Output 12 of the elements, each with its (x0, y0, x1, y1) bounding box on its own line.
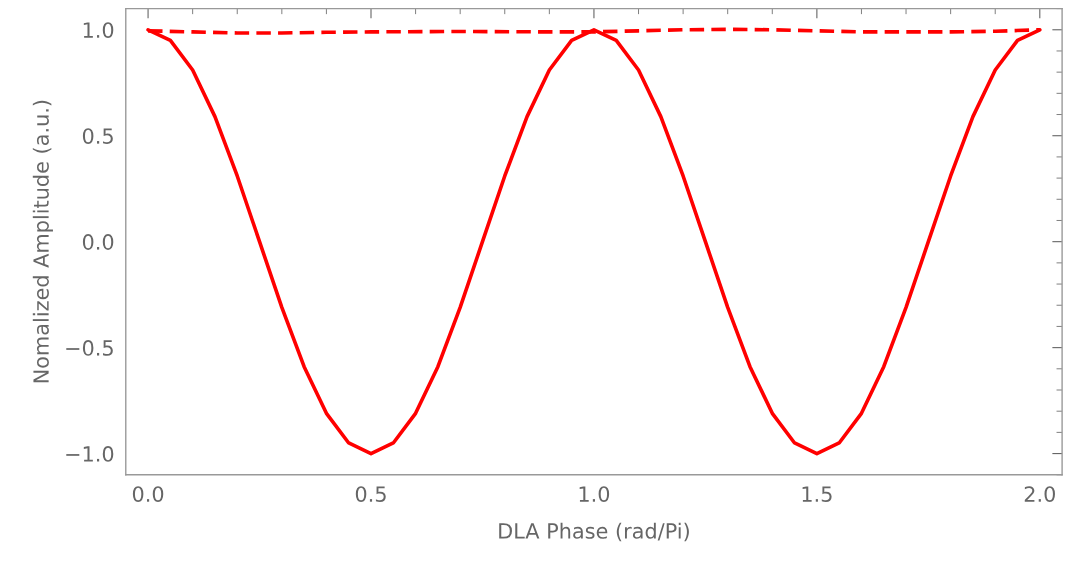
x-tick-label: 1.0 (579, 486, 610, 502)
y-tick-label: 0.0 (82, 234, 114, 250)
x-axis-title: DLA Phase (rad/Pi) (499, 522, 689, 542)
y-tick-label: −1.0 (66, 446, 114, 462)
x-tick-label: 0.0 (132, 486, 164, 502)
x-tick-label: 0.5 (355, 486, 386, 502)
y-tick-label: −0.5 (66, 340, 113, 356)
y-tick-label: 1.0 (83, 22, 114, 38)
x-tick-label: 2.0 (1024, 486, 1055, 502)
x-tick-label: 1.5 (802, 486, 832, 502)
y-axis-title: Nomalized Amplitude (a.u.) (32, 100, 53, 383)
y-tick-label: 0.5 (82, 128, 113, 144)
